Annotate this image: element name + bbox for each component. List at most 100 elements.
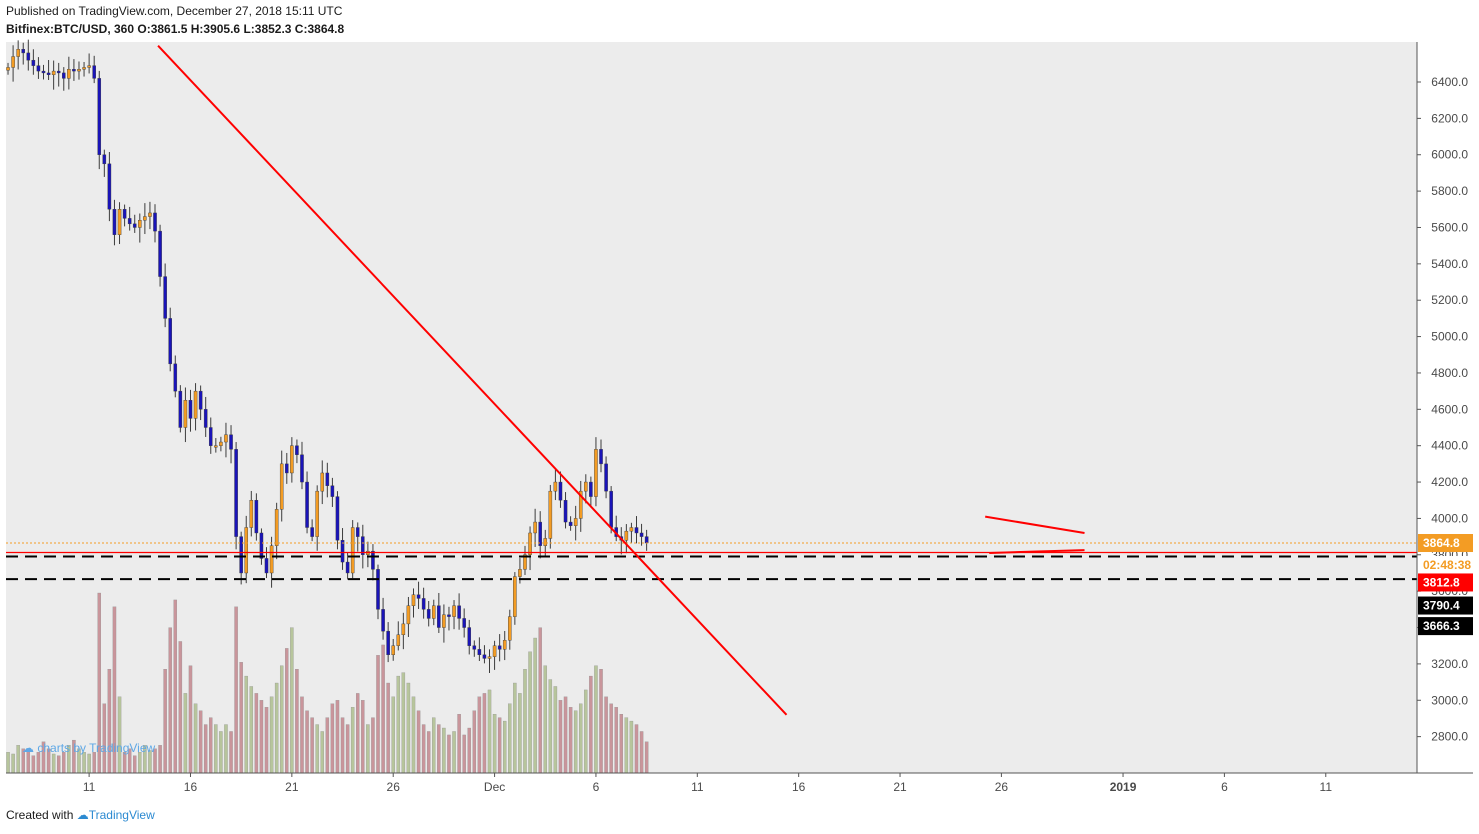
candle-body — [117, 209, 122, 235]
y-tick-label: 4800.0 — [1431, 366, 1468, 380]
price-axis-background — [1417, 42, 1473, 773]
tradingview-logo-icon: ☁ — [22, 741, 34, 755]
x-tick-label: 16 — [792, 780, 806, 794]
volume-bar — [173, 599, 178, 774]
volume-bar — [579, 703, 583, 774]
candle-body — [254, 500, 259, 534]
candle-body — [97, 78, 102, 155]
volume-bar — [548, 679, 553, 774]
volume-bar — [163, 669, 167, 774]
volume-bar — [487, 689, 492, 774]
volume-bar — [345, 724, 350, 774]
candle-body — [609, 490, 613, 528]
volume-bar — [609, 703, 613, 774]
volume-bar — [56, 755, 61, 774]
volume-bar — [279, 665, 284, 774]
volume-bar — [513, 682, 517, 774]
volume-bar — [269, 696, 274, 774]
candle-body — [371, 550, 375, 570]
volume-bar — [274, 682, 279, 774]
x-tick-label: 26 — [995, 780, 1009, 794]
candle-body — [310, 527, 314, 537]
y-tick-label: 3200.0 — [1431, 657, 1468, 671]
footer-brand[interactable]: ☁TradingView — [76, 808, 155, 822]
candle-body — [497, 645, 502, 650]
candle-body — [229, 434, 233, 450]
candle-body — [411, 594, 416, 606]
candle-body — [77, 69, 81, 72]
candle-body — [573, 518, 578, 526]
candle-body — [563, 500, 568, 523]
candle-body — [335, 496, 340, 541]
y-tick-label: 5000.0 — [1431, 330, 1468, 344]
candle-body — [163, 276, 167, 319]
volume-bar — [259, 700, 264, 774]
volume-bar — [406, 682, 411, 774]
footer: Created with ☁TradingView — [6, 808, 155, 822]
candle-body — [376, 569, 380, 610]
volume-bar — [497, 717, 502, 774]
volume-bar — [457, 714, 461, 774]
volume-bar — [553, 686, 558, 774]
x-tick-label: 21 — [893, 780, 907, 794]
candle-body — [467, 627, 472, 646]
volume-bar — [107, 669, 112, 774]
candle-body — [188, 400, 193, 419]
candle-body — [26, 52, 31, 61]
symbol-label: Bitfinex:BTC/USD, 360 — [6, 22, 135, 36]
candle-body — [16, 49, 20, 57]
volume-bar — [300, 696, 304, 774]
volume-bar — [183, 693, 188, 774]
volume-bar — [224, 724, 228, 774]
candle-body — [543, 538, 548, 546]
volume-bar — [209, 717, 213, 774]
candle-body — [553, 481, 558, 492]
trendline-trendline_down — [157, 44, 788, 716]
candle-body — [92, 65, 96, 79]
candle-body — [153, 212, 157, 232]
volume-bar — [381, 644, 385, 774]
volume-bar — [629, 720, 634, 774]
volume-bar — [401, 672, 406, 774]
candle-body — [107, 163, 112, 210]
candle-body — [203, 409, 208, 428]
candle-body — [127, 218, 132, 225]
volume-bar — [133, 755, 137, 774]
candle-body — [72, 69, 76, 72]
candle-body — [416, 594, 421, 599]
y-tick-label: 3000.0 — [1431, 693, 1468, 707]
candle-body — [224, 434, 228, 443]
y-tick-label: 4200.0 — [1431, 475, 1468, 489]
volume-bar — [51, 753, 56, 774]
candle-body — [482, 654, 487, 659]
volume-bar — [619, 714, 624, 774]
volume-bar — [599, 669, 603, 774]
volume-bar — [426, 731, 431, 774]
volume-bar — [432, 717, 436, 774]
volume-bar — [305, 710, 309, 774]
volume-bar — [82, 752, 86, 774]
candle-body — [518, 569, 522, 577]
volume-bar — [249, 686, 254, 774]
candle-body — [604, 463, 608, 492]
candle-body — [46, 72, 51, 75]
candle-body — [452, 605, 456, 617]
volume-bar — [492, 714, 497, 774]
dashed-1-tag-box — [1418, 596, 1473, 615]
tradingview-watermark: ☁ charts by TradingView — [22, 741, 155, 755]
x-tick-label: 16 — [184, 780, 198, 794]
candle-body — [578, 490, 583, 519]
volume-bar — [315, 724, 319, 774]
volume-bar — [325, 717, 330, 774]
volume-bar — [624, 717, 629, 774]
candle-body — [290, 445, 294, 474]
volume-bar — [584, 689, 588, 774]
candle-body — [178, 390, 183, 428]
candle-body — [219, 441, 223, 446]
candle-body — [56, 70, 61, 74]
candle-body — [548, 490, 553, 539]
published-line: Published on TradingView.com, December 2… — [6, 4, 343, 18]
volume-bar — [87, 753, 91, 774]
time-axis-ticks: 11 16 21 26 Dec 6 11 16 21 26 2019 6 11 — [83, 773, 1332, 794]
